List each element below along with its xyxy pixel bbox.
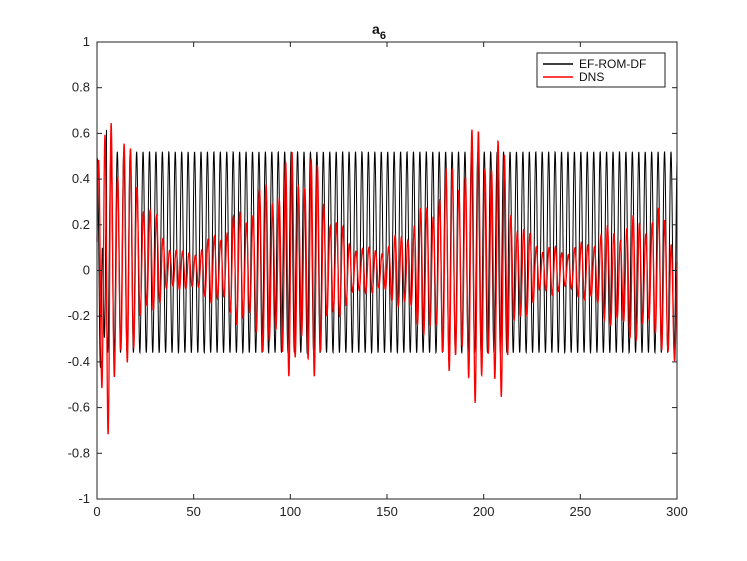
- y-tick-label: 0.6: [72, 125, 90, 140]
- y-tick-label: -0.6: [68, 400, 90, 415]
- y-tick-label: -0.2: [68, 308, 90, 323]
- ticks-layer: 0 50 100 150 200 250 300 -1 -0.8 -0.6 -0.4 -0.2 0 0.2…: [68, 34, 688, 519]
- y-tick-label: 0.2: [72, 217, 90, 232]
- y-tick-label: -0.8: [68, 445, 90, 460]
- x-tick-label: 150: [376, 504, 398, 519]
- series-line-ef-rom-df: [96, 129, 678, 368]
- legend-box: [536, 52, 666, 88]
- legend-label: EF-ROM-DF: [579, 57, 646, 71]
- y-tick-label: 0: [83, 263, 90, 278]
- y-tick-label: 0.4: [72, 171, 90, 186]
- y-tick-label: -0.4: [68, 354, 90, 369]
- x-tick-label: 300: [666, 504, 688, 519]
- series-layer: [96, 123, 678, 435]
- y-tick-label: -1: [78, 491, 90, 506]
- series-line-dns: [96, 123, 678, 435]
- x-tick-label: 100: [279, 504, 301, 519]
- y-tick-label: 1: [83, 34, 90, 49]
- legend-label: DNS: [579, 70, 604, 84]
- x-tick-label: 0: [93, 504, 100, 519]
- x-tick-label: 200: [473, 504, 495, 519]
- x-tick-label: 50: [186, 504, 200, 519]
- chart-title-subscript: 6: [380, 30, 386, 42]
- y-tick-label: 0.8: [72, 80, 90, 95]
- chart-title: a6: [372, 21, 386, 42]
- x-tick-label: 250: [569, 504, 591, 519]
